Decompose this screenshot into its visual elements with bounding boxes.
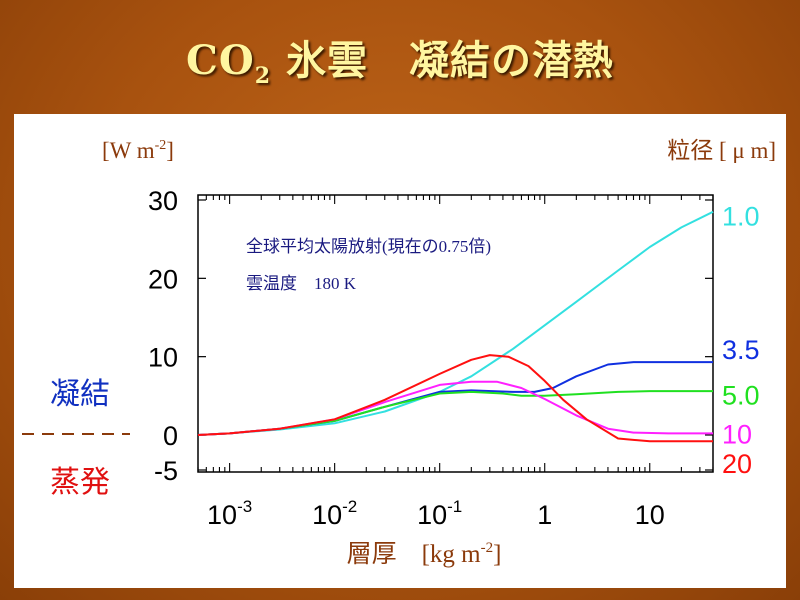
y-tick-label: 10 (148, 343, 178, 373)
series-label: 1.0 (722, 202, 760, 232)
x-tick-labels: 10-3 10-2 10-1 1 10 (207, 497, 665, 530)
x-tick-label: 1 (537, 500, 552, 530)
annotation-solar: 全球平均太陽放射(現在の0.75倍) (246, 237, 491, 256)
left-unit-label: [W m-2] (102, 138, 174, 163)
right-unit-label: 粒径 [ μ m] (667, 138, 776, 163)
axis-ticks (197, 195, 714, 472)
slide-title: CO2 氷雲 凝結の潜熱 (0, 28, 800, 89)
x-tick-label: 10-1 (417, 497, 462, 530)
x-tick-label: 10 (635, 500, 665, 530)
title-co: CO (186, 37, 255, 84)
x-tick-label: 10-3 (207, 497, 252, 530)
series-label: 5.0 (722, 380, 760, 410)
series-line-1-0 (197, 210, 714, 436)
annotation-temperature: 雲温度 180 K (246, 274, 357, 293)
y-tick-labels: 30 20 10 0 -5 (148, 186, 178, 486)
title-subscript: 2 (254, 63, 272, 89)
x-tick-label: 10-2 (312, 497, 357, 530)
series-label: 20 (722, 449, 752, 479)
series-label: 10 (722, 419, 752, 449)
title-rest: 氷雲 凝結の潜熱 (271, 37, 614, 84)
x-axis-label: 層厚 [kg m-2] (347, 540, 502, 568)
series-label: 3.5 (722, 335, 760, 365)
series-lines (197, 210, 714, 443)
y-tick-label: 0 (163, 421, 178, 451)
series-line-20 (197, 354, 713, 443)
y-tick-label: 30 (148, 186, 178, 216)
y-tick-label: -5 (154, 456, 178, 486)
y-tick-label: 20 (148, 264, 178, 294)
evaporation-label: 蒸発 (50, 466, 110, 499)
plot-area (197, 194, 714, 473)
condensation-label: 凝結 (50, 378, 110, 411)
